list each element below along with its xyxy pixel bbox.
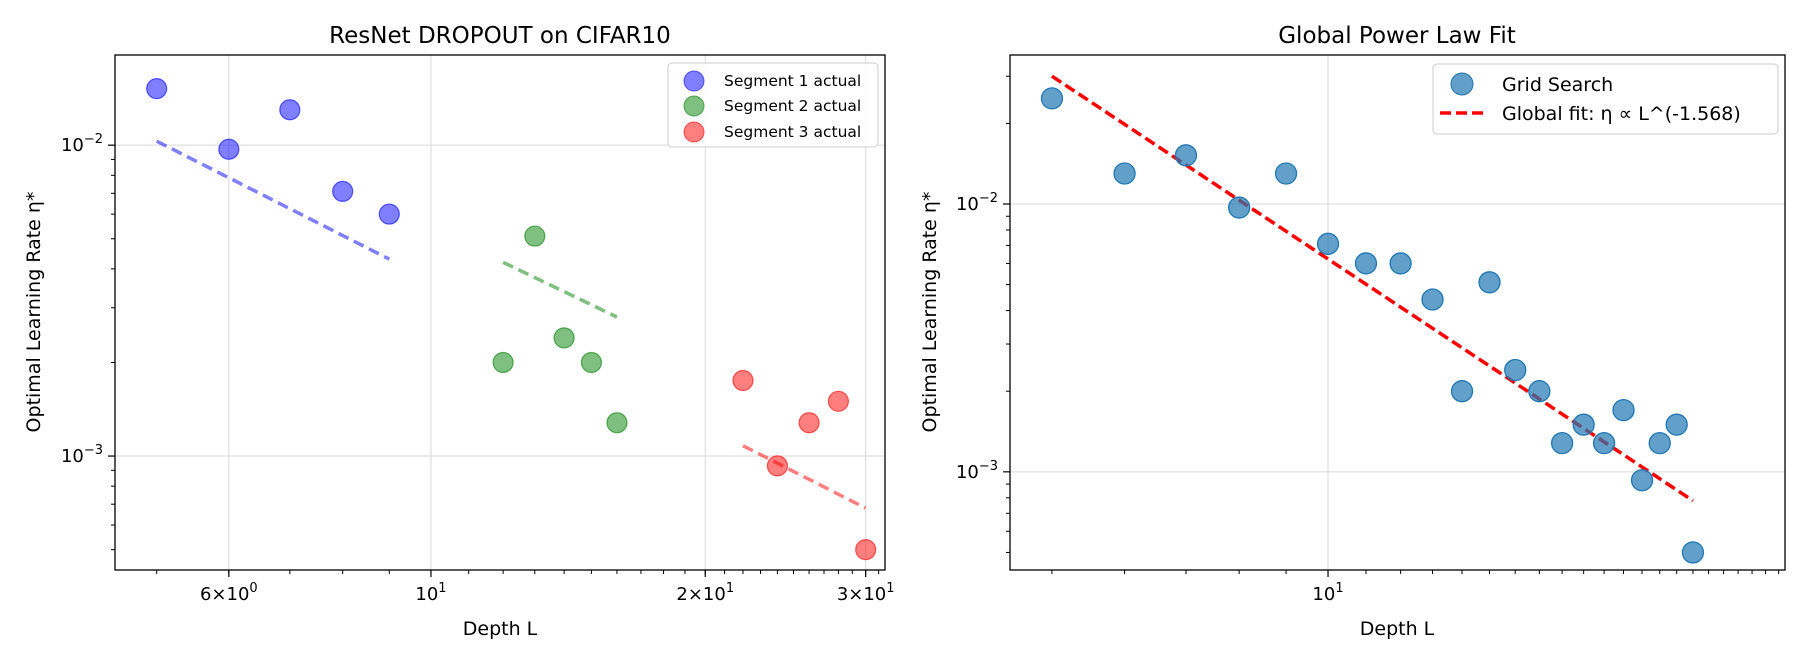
axis-ticks: 6×100 101 2×101 3×101 10−2 10−3	[61, 132, 895, 605]
legend-label-segment-1: Segment 1 actual	[724, 72, 861, 90]
point-segment-2-actual	[606, 412, 628, 434]
point-segment-1-actual	[279, 99, 301, 121]
point-grid-search	[1040, 87, 1064, 110]
point-grid-search	[1630, 469, 1654, 492]
fit-line-segment-1-actual	[155, 139, 391, 261]
legend-box	[1432, 63, 1779, 135]
point-grid-search	[1681, 541, 1705, 564]
point-grid-search	[1228, 196, 1251, 219]
x-tick-label: 101	[415, 581, 446, 605]
data-points	[1040, 87, 1705, 564]
fit-line-segment-3-actual	[742, 444, 867, 510]
point-segment-1-actual	[332, 180, 354, 203]
axis-ticks: 101 10−2 10−3	[956, 75, 1780, 605]
plot-frame	[1009, 54, 1786, 571]
y-tick-label: 10−2	[61, 132, 103, 156]
legend-label-segment-2: Segment 2 actual	[724, 97, 861, 115]
point-segment-2-actual	[524, 225, 546, 247]
point-grid-search	[1612, 398, 1635, 422]
point-segment-2-actual	[492, 351, 514, 374]
data-points	[146, 78, 877, 561]
x-tick-label: 3×101	[837, 581, 895, 605]
chart-title: Global Power Law Fit	[1278, 23, 1516, 49]
legend-label-segment-3: Segment 3 actual	[724, 123, 861, 141]
fit-line-segment-2-actual	[502, 260, 618, 319]
point-segment-1-actual	[218, 138, 240, 160]
legend-marker-segment-3	[683, 121, 705, 143]
point-segment-2-actual	[553, 327, 575, 349]
point-grid-search	[1504, 358, 1527, 382]
point-grid-search	[1113, 162, 1136, 185]
legend-label-global-fit: Global fit: η ∝ L^(-1.568)	[1502, 103, 1741, 125]
y-axis-label: Optimal Learning Rate η*	[919, 192, 941, 433]
point-grid-search	[1550, 431, 1574, 455]
point-grid-search	[1274, 162, 1298, 185]
legend-box	[667, 62, 879, 148]
point-segment-3-actual	[855, 539, 877, 561]
global-fit-chart: 101 10−2 10−3 Global Power Law Fit Depth L…	[919, 23, 1786, 640]
grid-lines	[1010, 55, 1785, 570]
x-axis-label: Depth L	[463, 618, 538, 640]
fit-lines	[155, 139, 867, 510]
legend: Segment 1 actual Segment 2 actual Segmen…	[667, 62, 879, 148]
point-grid-search	[1389, 252, 1412, 275]
point-segment-1-actual	[146, 78, 168, 100]
legend-label-grid-search: Grid Search	[1502, 74, 1613, 96]
point-grid-search	[1572, 413, 1595, 436]
y-tick-label: 10−3	[956, 459, 998, 483]
y-tick-label: 10−3	[61, 443, 103, 467]
legend: Grid Search Global fit: η ∝ L^(-1.568)	[1432, 63, 1779, 135]
chart-title: ResNet DROPOUT on CIFAR10	[329, 23, 671, 49]
plot-area	[1010, 55, 1785, 570]
point-grid-search	[1316, 232, 1340, 255]
legend-marker-segment-2	[683, 95, 705, 117]
plot-frame	[114, 54, 886, 571]
point-grid-search	[1665, 413, 1688, 436]
point-segment-3-actual	[766, 455, 788, 477]
point-segment-3-actual	[827, 390, 849, 412]
point-segment-2-actual	[580, 351, 603, 374]
point-grid-search	[1528, 380, 1551, 403]
x-tick-label: 6×100	[200, 581, 258, 605]
point-grid-search	[1354, 252, 1378, 275]
point-segment-3-actual	[732, 369, 754, 392]
point-segment-3-actual	[798, 412, 820, 434]
legend-marker-segment-1	[683, 70, 705, 92]
point-grid-search	[1592, 431, 1616, 455]
legend-marker-grid-search	[1450, 72, 1474, 96]
y-tick-label: 10−2	[956, 191, 998, 215]
x-axis-label: Depth L	[1360, 618, 1435, 640]
point-grid-search	[1478, 271, 1501, 294]
point-segment-1-actual	[378, 203, 400, 225]
point-grid-search	[1450, 380, 1474, 403]
x-tick-label: 2×101	[676, 581, 734, 605]
y-axis-label: Optimal Learning Rate η*	[23, 192, 45, 433]
point-grid-search	[1648, 431, 1671, 455]
point-grid-search	[1421, 288, 1444, 311]
point-grid-search	[1174, 144, 1198, 167]
x-tick-label: 101	[1312, 581, 1343, 605]
segment-fit-chart: 6×100 101 2×101 3×101 10−2 10−3 ResNet DROPOU…	[23, 23, 895, 640]
